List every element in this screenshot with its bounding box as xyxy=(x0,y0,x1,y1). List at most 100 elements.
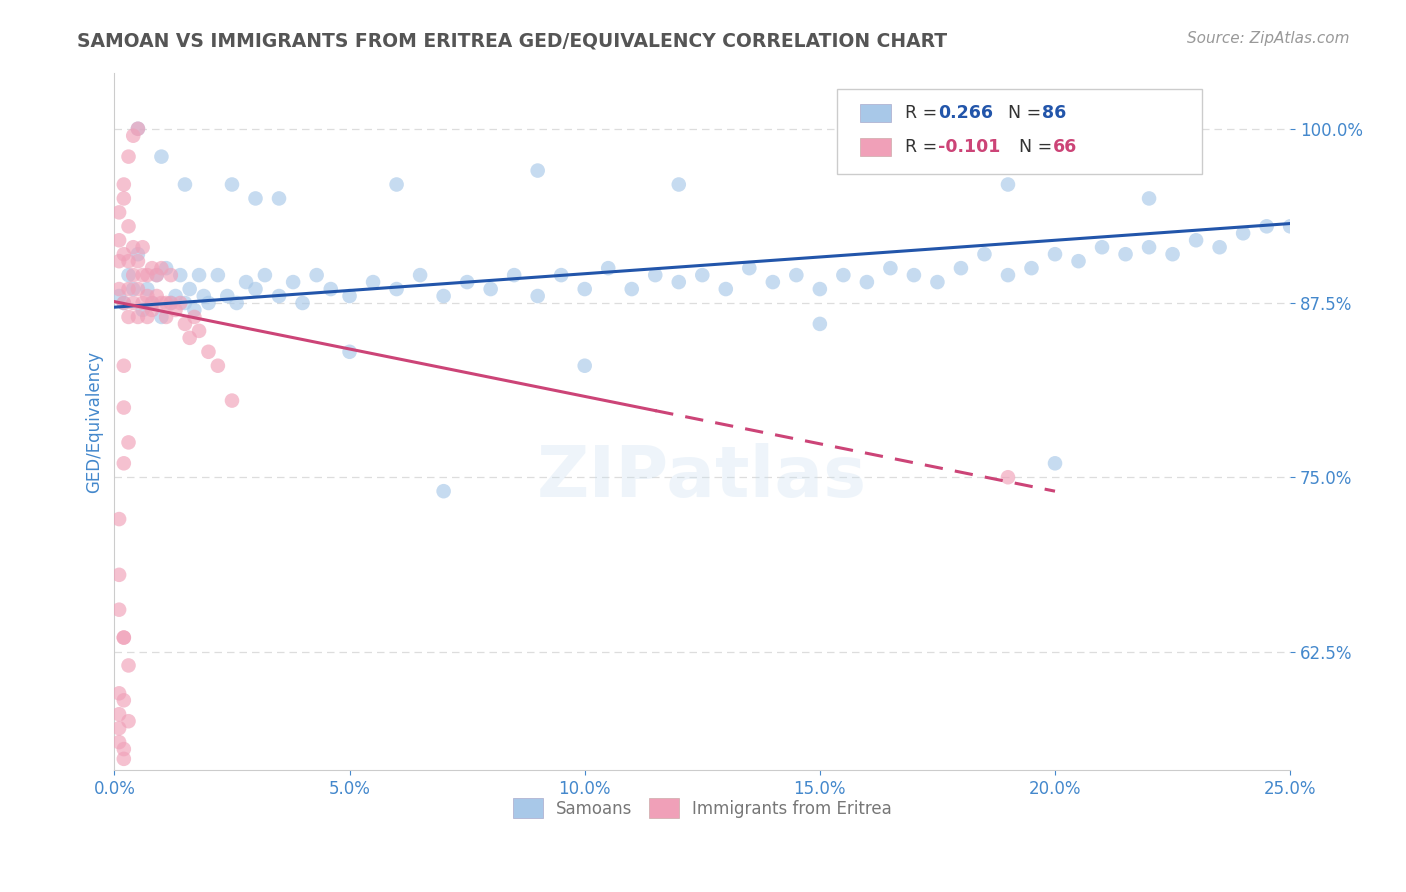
Point xyxy=(169,296,191,310)
Point xyxy=(973,247,995,261)
Point xyxy=(526,289,548,303)
Point xyxy=(117,310,139,324)
Point xyxy=(1137,240,1160,254)
Point xyxy=(808,317,831,331)
Text: 86: 86 xyxy=(1042,104,1066,122)
Point xyxy=(762,275,785,289)
Point xyxy=(1232,227,1254,241)
Point xyxy=(112,631,135,645)
Point xyxy=(112,693,135,707)
Point xyxy=(127,121,149,136)
Point xyxy=(1256,219,1278,234)
Point xyxy=(267,289,290,303)
Point xyxy=(856,275,879,289)
Point xyxy=(108,721,131,735)
Point xyxy=(183,302,205,317)
Point xyxy=(112,247,135,261)
Point xyxy=(112,191,135,205)
Point xyxy=(188,268,211,282)
Text: R =: R = xyxy=(905,104,943,122)
Point xyxy=(832,268,855,282)
Point xyxy=(319,282,342,296)
Point xyxy=(808,282,831,296)
Point xyxy=(112,178,135,192)
Point xyxy=(117,714,139,729)
Point xyxy=(112,456,135,470)
Point xyxy=(160,268,183,282)
Point xyxy=(644,268,666,282)
Point xyxy=(361,275,384,289)
Point xyxy=(668,275,690,289)
Text: -0.101: -0.101 xyxy=(938,138,1000,156)
Point xyxy=(221,393,243,408)
Point xyxy=(108,603,131,617)
Point xyxy=(117,282,139,296)
Text: ZIPatlas: ZIPatlas xyxy=(537,442,868,512)
Point xyxy=(235,275,257,289)
Point xyxy=(117,219,139,234)
Point xyxy=(108,707,131,722)
Point xyxy=(207,268,229,282)
Point xyxy=(150,296,173,310)
Point xyxy=(141,296,163,310)
Point xyxy=(141,296,163,310)
Point xyxy=(949,261,972,276)
Point xyxy=(1137,191,1160,205)
Point xyxy=(183,310,205,324)
Point xyxy=(668,178,690,192)
Point xyxy=(127,282,149,296)
Point xyxy=(169,268,191,282)
Point xyxy=(127,121,149,136)
Point xyxy=(1115,247,1137,261)
Point xyxy=(245,191,267,205)
Point xyxy=(155,310,177,324)
Point xyxy=(155,296,177,310)
Point xyxy=(1185,233,1208,247)
Point xyxy=(1043,456,1066,470)
Point xyxy=(690,268,713,282)
Point xyxy=(385,178,408,192)
Point xyxy=(221,178,243,192)
Point xyxy=(179,331,201,345)
Point xyxy=(150,150,173,164)
Point xyxy=(1091,240,1114,254)
Point xyxy=(598,261,620,276)
Text: SAMOAN VS IMMIGRANTS FROM ERITREA GED/EQUIVALENCY CORRELATION CHART: SAMOAN VS IMMIGRANTS FROM ERITREA GED/EQ… xyxy=(77,31,948,50)
Point xyxy=(339,344,361,359)
Point xyxy=(165,302,187,317)
Point xyxy=(145,268,167,282)
Point xyxy=(150,261,173,276)
Point xyxy=(550,268,572,282)
Point xyxy=(108,205,131,219)
Point xyxy=(879,261,901,276)
Point xyxy=(108,289,131,303)
Point xyxy=(112,752,135,766)
Point xyxy=(131,240,153,254)
Point xyxy=(526,163,548,178)
Point xyxy=(281,275,304,289)
Point xyxy=(174,296,197,310)
Point xyxy=(108,254,131,268)
Point xyxy=(245,282,267,296)
Point xyxy=(385,282,408,296)
Point xyxy=(1161,247,1184,261)
Legend: Samoans, Immigrants from Eritrea: Samoans, Immigrants from Eritrea xyxy=(506,792,898,824)
Point xyxy=(141,261,163,276)
Point xyxy=(108,735,131,749)
Point xyxy=(1279,219,1302,234)
Point xyxy=(136,310,159,324)
Point xyxy=(620,282,643,296)
Point xyxy=(503,268,526,282)
Point xyxy=(574,359,596,373)
Point xyxy=(122,268,145,282)
Point xyxy=(108,567,131,582)
Point xyxy=(997,470,1019,484)
Point xyxy=(112,742,135,756)
Point xyxy=(136,268,159,282)
Point xyxy=(291,296,314,310)
Point xyxy=(112,401,135,415)
Point xyxy=(155,261,177,276)
Point xyxy=(267,191,290,205)
Point xyxy=(160,296,183,310)
Point xyxy=(117,658,139,673)
